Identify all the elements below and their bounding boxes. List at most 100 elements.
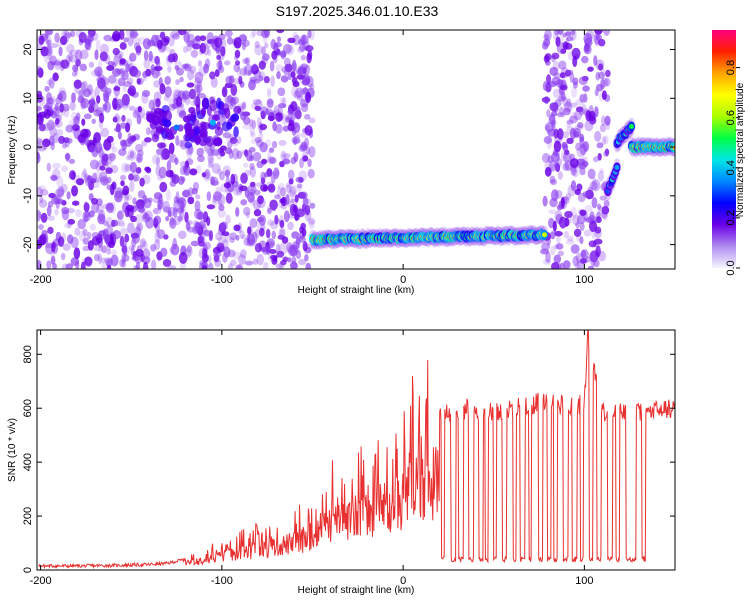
noise-blob [132, 69, 142, 78]
noise-blob [579, 93, 588, 103]
noise-blob [247, 226, 252, 235]
noise-blob [46, 260, 52, 269]
noise-blob [541, 153, 551, 163]
noise-blob [542, 258, 552, 265]
noise-blob [218, 204, 225, 212]
noise-blob [174, 60, 183, 68]
noise-blob [159, 181, 168, 193]
noise-blob [99, 51, 108, 62]
noise-blob [587, 186, 594, 194]
noise-blob [103, 34, 113, 42]
noise-blob [128, 173, 134, 181]
noise-blob [238, 254, 247, 266]
noise-blob [304, 124, 313, 136]
noise-blob [100, 127, 110, 138]
noise-blob [245, 150, 253, 162]
noise-blob [563, 260, 571, 269]
noise-blob [596, 203, 602, 210]
noise-blob [222, 252, 228, 263]
noise-blob [131, 255, 141, 261]
noise-blob [55, 96, 63, 105]
noise-blob [563, 230, 569, 239]
noise-blob [243, 65, 248, 76]
noise-blob [125, 194, 133, 201]
noise-blob [573, 228, 582, 237]
noise-blob [182, 91, 190, 100]
noise-blob [277, 185, 282, 198]
hotspot-blob [220, 103, 230, 112]
noise-blob [270, 221, 279, 230]
noise-blob [229, 232, 237, 241]
noise-blob [191, 187, 198, 195]
noise-blob [213, 251, 222, 258]
noise-blob [602, 205, 608, 213]
noise-blob [208, 157, 215, 167]
noise-blob [49, 55, 57, 66]
noise-blob [302, 155, 309, 162]
noise-blob [287, 257, 292, 263]
noise-blob [112, 30, 121, 42]
noise-blob [190, 49, 199, 58]
noise-blob [272, 255, 278, 262]
noise-blob [289, 244, 298, 257]
noise-blob [240, 111, 247, 121]
noise-blob [50, 174, 58, 181]
noise-blob [125, 98, 130, 107]
noise-blob [287, 169, 295, 181]
noise-blob [187, 69, 195, 81]
noise-blob [120, 174, 127, 181]
noise-blob [560, 67, 569, 79]
noise-blob [135, 153, 144, 164]
noise-blob [565, 193, 572, 200]
noise-blob [169, 247, 175, 254]
noise-blob [40, 46, 49, 57]
noise-blob [169, 216, 175, 226]
noise-blob [60, 183, 68, 193]
noise-blob [543, 55, 550, 63]
noise-blob [137, 105, 143, 113]
noise-blob [211, 163, 221, 174]
noise-blob [564, 210, 573, 218]
noise-blob [153, 215, 162, 225]
noise-blob [308, 117, 316, 124]
noise-blob [77, 133, 87, 143]
noise-blob [251, 119, 257, 130]
noise-blob [44, 85, 50, 92]
noise-blob [604, 115, 611, 126]
noise-blob [127, 149, 137, 161]
noise-blob [153, 65, 163, 72]
noise-blob [77, 218, 86, 230]
noise-blob [127, 56, 133, 68]
noise-blob [556, 112, 566, 118]
noise-blob [242, 123, 251, 130]
noise-blob [247, 70, 252, 76]
noise-blob [143, 58, 151, 69]
noise-blob [570, 165, 577, 176]
noise-blob [244, 260, 254, 266]
noise-blob [270, 39, 277, 50]
noise-blob [192, 38, 201, 45]
noise-blob [562, 32, 567, 38]
noise-blob [194, 71, 204, 84]
noise-blob [86, 259, 93, 268]
noise-blob [177, 176, 185, 185]
noise-blob [203, 229, 211, 237]
noise-blob [104, 164, 110, 171]
noise-blob [109, 140, 115, 150]
noise-blob [66, 137, 73, 144]
noise-blob [295, 176, 303, 183]
noise-blob [206, 191, 212, 202]
noise-blob [97, 213, 106, 225]
noise-blob [83, 113, 92, 120]
noise-blob [582, 191, 591, 198]
noise-blob [264, 30, 270, 38]
noise-blob [155, 156, 161, 167]
noise-blob [121, 114, 126, 122]
noise-blob [274, 169, 280, 177]
noise-blob [308, 219, 315, 230]
noise-blob [119, 42, 127, 50]
noise-blob [217, 236, 227, 245]
noise-blob [93, 132, 101, 144]
noise-blob [37, 42, 43, 50]
